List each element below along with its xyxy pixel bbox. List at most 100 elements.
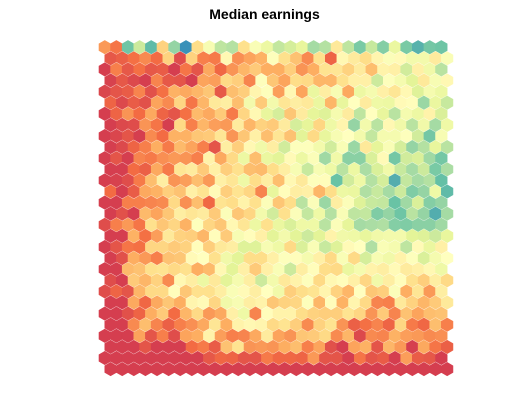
hex-cell-r14-c27 xyxy=(412,195,425,210)
hex-cell-r28-c4 xyxy=(145,350,158,366)
hex-cell-r29-c0 xyxy=(104,362,117,377)
hex-cell-r19-c4 xyxy=(150,251,164,266)
hex-cell-r22-c11 xyxy=(226,284,239,299)
hex-cell-r14-c29 xyxy=(435,195,448,210)
hex-cell-r16-c24 xyxy=(377,217,390,232)
hex-cell-r4-c10 xyxy=(214,84,227,99)
hex-cell-r9-c12 xyxy=(243,140,256,155)
hex-cell-r10-c27 xyxy=(412,151,425,166)
hex-cell-r20-c14 xyxy=(261,262,274,277)
hex-cell-r4-c16 xyxy=(284,84,297,99)
hex-cell-r10-c25 xyxy=(388,151,402,166)
hex-cell-r13-c25 xyxy=(394,184,407,199)
hex-cell-r8-c0 xyxy=(98,128,111,144)
hex-cell-r11-c15 xyxy=(278,162,291,177)
hex-cell-r10-c14 xyxy=(261,151,274,166)
hex-cell-r25-c3 xyxy=(139,317,152,332)
hex-cell-r0-c23 xyxy=(365,40,378,55)
hex-cell-r3-c13 xyxy=(255,73,268,88)
hex-cell-r21-c10 xyxy=(220,273,233,288)
hex-cell-r1-c16 xyxy=(290,51,303,66)
hex-cell-r26-c25 xyxy=(388,328,402,343)
hex-cell-r8-c17 xyxy=(295,128,309,144)
hex-cell-r7-c16 xyxy=(290,117,303,132)
hex-cell-r2-c14 xyxy=(261,62,274,77)
hex-cell-r12-c5 xyxy=(156,173,169,188)
hex-cell-r29-c3 xyxy=(139,362,152,377)
hex-cell-r19-c10 xyxy=(220,251,233,266)
hex-cell-r23-c17 xyxy=(301,295,314,310)
hex-cell-r27-c23 xyxy=(371,339,384,354)
hex-cell-r7-c18 xyxy=(313,117,326,132)
hex-cell-r13-c4 xyxy=(150,184,164,199)
hex-cell-r3-c25 xyxy=(394,73,407,88)
hex-cell-r14-c13 xyxy=(249,195,262,210)
hex-cell-r0-c19 xyxy=(319,40,332,55)
hex-cell-r3-c15 xyxy=(278,73,291,88)
hex-cell-r9-c16 xyxy=(290,140,303,155)
hex-cell-r16-c4 xyxy=(145,217,158,232)
hex-cell-r12-c0 xyxy=(98,173,111,188)
hex-cell-r13-c29 xyxy=(441,184,454,199)
hex-cell-r4-c5 xyxy=(156,84,169,99)
hex-cell-r10-c15 xyxy=(272,151,285,166)
hex-cell-r1-c1 xyxy=(116,51,129,66)
hex-cell-r0-c28 xyxy=(423,40,436,55)
hex-cell-r2-c15 xyxy=(272,62,285,77)
hex-cell-r2-c12 xyxy=(237,62,251,77)
hex-cell-r0-c4 xyxy=(145,40,158,55)
hex-cell-r9-c10 xyxy=(220,140,233,155)
hex-cell-r7-c3 xyxy=(139,117,152,132)
hex-cell-r11-c21 xyxy=(348,162,361,177)
hex-cell-r25-c21 xyxy=(348,317,361,332)
hex-cell-r25-c26 xyxy=(406,317,419,332)
hex-cell-r22-c14 xyxy=(261,284,274,299)
hex-cell-r0-c14 xyxy=(261,40,274,55)
hex-cell-r19-c19 xyxy=(324,251,338,266)
hex-cell-r6-c5 xyxy=(156,106,169,121)
hex-cell-r15-c9 xyxy=(208,206,222,221)
hex-cell-r22-c6 xyxy=(168,284,181,299)
hex-cell-r20-c27 xyxy=(412,262,425,277)
hex-cell-r14-c22 xyxy=(353,195,367,210)
hex-cell-r24-c18 xyxy=(307,306,320,321)
hex-cell-r20-c16 xyxy=(284,262,297,277)
hex-cell-r6-c13 xyxy=(249,106,262,121)
hex-cell-r11-c3 xyxy=(139,162,152,177)
hex-cell-r3-c3 xyxy=(139,73,152,88)
hex-cell-r29-c25 xyxy=(394,362,407,377)
hex-cell-r11-c25 xyxy=(394,162,407,177)
hex-cell-r23-c15 xyxy=(278,295,291,310)
hex-cell-r27-c29 xyxy=(441,339,454,354)
hex-cell-r27-c8 xyxy=(197,339,210,354)
hex-cell-r15-c10 xyxy=(220,206,233,221)
hex-cell-r27-c14 xyxy=(266,339,280,354)
hex-cell-r19-c20 xyxy=(336,251,349,266)
hex-cell-r8-c7 xyxy=(179,128,193,144)
hex-cell-r18-c16 xyxy=(284,239,297,255)
hex-cell-r25-c18 xyxy=(313,317,326,332)
hex-cell-r27-c12 xyxy=(243,339,256,354)
hex-cell-r9-c18 xyxy=(313,140,326,155)
hex-cell-r23-c19 xyxy=(324,295,338,310)
hex-cell-r18-c23 xyxy=(365,239,378,255)
hex-cell-r14-c0 xyxy=(98,195,111,210)
hex-cell-r7-c17 xyxy=(301,117,314,132)
hex-cell-r1-c13 xyxy=(255,51,268,66)
hex-cell-r13-c19 xyxy=(324,184,338,199)
hex-cell-r8-c13 xyxy=(249,128,262,144)
hex-cell-r9-c22 xyxy=(359,140,373,155)
hex-cell-r28-c23 xyxy=(365,350,378,366)
hex-cell-r0-c10 xyxy=(214,40,227,55)
hex-cell-r18-c12 xyxy=(237,239,251,255)
hex-cell-r21-c27 xyxy=(417,273,431,288)
hex-cell-r27-c24 xyxy=(383,339,396,354)
hex-cell-r5-c15 xyxy=(278,95,291,110)
hex-cell-r12-c29 xyxy=(435,173,448,188)
hex-cell-r16-c12 xyxy=(237,217,251,232)
hex-cell-r17-c28 xyxy=(429,228,442,243)
hex-cell-r26-c28 xyxy=(423,328,436,343)
hex-cell-r17-c19 xyxy=(324,228,338,243)
hex-cell-r22-c28 xyxy=(423,284,436,299)
